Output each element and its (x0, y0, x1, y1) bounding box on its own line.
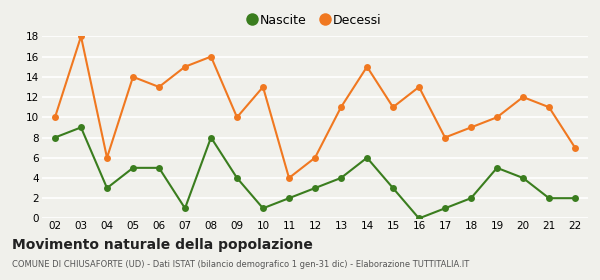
Text: COMUNE DI CHIUSAFORTE (UD) - Dati ISTAT (bilancio demografico 1 gen-31 dic) - El: COMUNE DI CHIUSAFORTE (UD) - Dati ISTAT … (12, 260, 469, 269)
Text: Movimento naturale della popolazione: Movimento naturale della popolazione (12, 238, 313, 252)
Legend: Nascite, Decessi: Nascite, Decessi (248, 13, 382, 27)
